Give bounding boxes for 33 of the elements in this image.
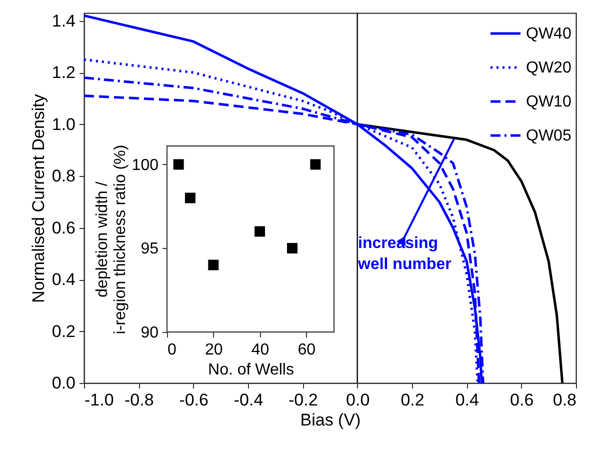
y-tick-label: 0.6: [52, 218, 76, 238]
legend-label: QW20: [526, 60, 572, 76]
x-tick-label: 0.8: [552, 390, 576, 410]
y-tick-label: 1.0: [52, 114, 76, 134]
y-tick-label: 0.8: [52, 166, 76, 186]
legend-label: QW05: [526, 128, 572, 144]
x-tick-label: -0.8: [124, 390, 154, 410]
y-tick-label: 90: [140, 324, 159, 342]
y-tick-label: 1.4: [52, 11, 76, 30]
x-tick-label: 20: [204, 342, 223, 358]
x-tick-label: -0.6: [179, 390, 208, 410]
x-tick-label: -1.0: [84, 390, 114, 410]
x-axis-title: Bias (V): [300, 410, 361, 430]
y-tick-label: 95: [140, 240, 159, 258]
y-tick-label: 1.2: [52, 63, 76, 82]
y-axis-title: depletion width / i-region thickness ratio (%): [94, 144, 129, 334]
x-tick-label: 0.6: [510, 390, 534, 410]
y-tick-label: 0.0: [52, 374, 76, 392]
x-axis-title: No. of Wells: [208, 362, 294, 378]
y-tick-label: 0.4: [52, 270, 76, 290]
x-tick-label: 0: [168, 342, 176, 358]
y-axis-title: Normalised Current Density: [28, 94, 48, 303]
x-tick-label: -0.4: [234, 390, 264, 410]
y-tick-label: 100: [132, 156, 159, 174]
legend-label: QW40: [526, 26, 572, 42]
x-tick-label: 0.2: [400, 390, 424, 410]
x-tick-label: 0.0: [346, 390, 370, 410]
x-tick-label: 60: [298, 342, 316, 358]
x-tick-label: 0.4: [455, 390, 479, 410]
x-tick-label: -0.2: [288, 390, 318, 410]
x-tick-label: 40: [251, 342, 270, 358]
y-tick-label: 0.2: [52, 322, 76, 341]
legend-label: QW10: [526, 94, 572, 110]
